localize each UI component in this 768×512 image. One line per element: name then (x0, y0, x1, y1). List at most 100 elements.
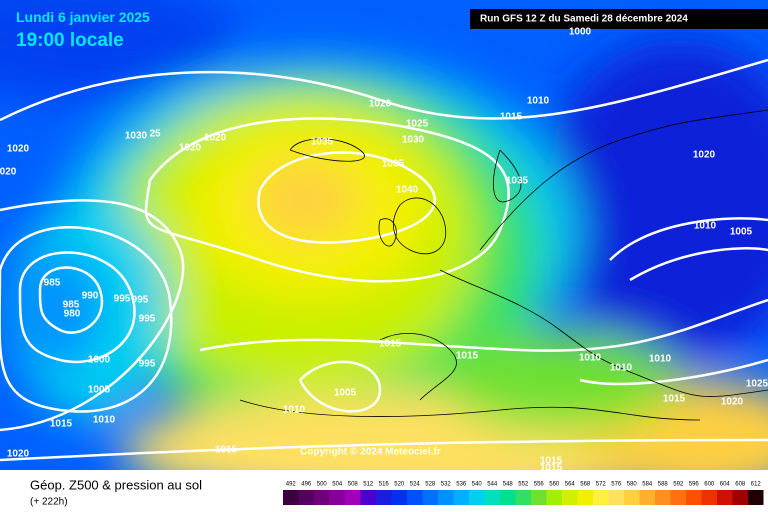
legend-title: Géop. Z500 & pression au sol (30, 477, 202, 492)
scale-label: 524 (410, 482, 421, 488)
scale-swatch (422, 490, 438, 505)
color-scale: 492 496 500 504 508 512 516 520 524 528 532 536 540 5… (283, 482, 764, 505)
isobar-label: 980 (64, 309, 81, 320)
scale-swatch (376, 490, 392, 505)
scale-label: 596 (689, 482, 700, 488)
isobar-label: 1020 (204, 133, 227, 144)
scale-swatch (391, 490, 407, 505)
scale-label: 600 (704, 482, 715, 488)
scale-label: 592 (673, 482, 684, 488)
scale-label: 612 (751, 482, 762, 488)
scale-label: 512 (363, 482, 374, 488)
scale-label: 540 (472, 482, 483, 488)
isobar-label: 1005 (730, 227, 753, 238)
scale-label: 552 (518, 482, 529, 488)
scale-swatch (577, 490, 593, 505)
scale-swatch (469, 490, 485, 505)
isobar-label: 1015 (500, 112, 523, 123)
scale-label: 516 (379, 482, 390, 488)
isobar-label: 1000 (88, 355, 111, 366)
scale-swatch (329, 490, 345, 505)
scale-label: 508 (348, 482, 359, 488)
isobar-label: 985 (63, 300, 80, 311)
isobar-label: 1010 (694, 221, 717, 232)
isobar-label: 1020 (693, 150, 716, 161)
isobar-label: 1010 (283, 405, 306, 416)
scale-swatch (624, 490, 640, 505)
isobar-label: 1020 (721, 397, 744, 408)
scale-swatch (407, 490, 423, 505)
scale-label: 604 (720, 482, 731, 488)
scale-swatch (546, 490, 562, 505)
isobar-label: 1030 (402, 135, 425, 146)
isobar-label: 995 (139, 314, 156, 325)
isobars (0, 58, 768, 462)
isobar-label: 1020 (7, 449, 30, 460)
scale-swatch (531, 490, 547, 505)
isobar-label: 1000 (569, 27, 592, 38)
isobar-label: 1015 (50, 419, 73, 430)
scale-label: 564 (565, 482, 576, 488)
scale-label: 500 (317, 482, 328, 488)
isobar-label: 995 (114, 294, 131, 305)
isobar-label: 1015 (215, 445, 238, 456)
scale-label: 576 (611, 482, 622, 488)
scale-label: 504 (332, 482, 343, 488)
isobar-label: 1010 (527, 96, 550, 107)
scale-swatch (655, 490, 671, 505)
scale-label: 608 (735, 482, 746, 488)
scale-swatch (314, 490, 330, 505)
isobar-label: 1010 (649, 354, 672, 365)
run-info: Run GFS 12 Z du Samedi 28 décembre 2024 (480, 14, 688, 25)
coastlines (239, 109, 768, 421)
isobar-label: 1035 (311, 137, 334, 148)
scale-swatch (453, 490, 469, 505)
isobar-label: 1025 (746, 379, 768, 390)
forecast-date: Lundi 6 janvier 2025 (16, 9, 150, 25)
scale-label: 492 (286, 482, 297, 488)
isobar-label: 1020 (369, 99, 392, 110)
scale-label: 536 (456, 482, 467, 488)
isobar-label: 1035 (382, 159, 405, 170)
isobar-label: 25 (149, 129, 161, 140)
scale-label: 548 (503, 482, 514, 488)
scale-swatch (593, 490, 609, 505)
scale-swatch (500, 490, 516, 505)
scale-label: 544 (487, 482, 498, 488)
isobar-label: 1015 (663, 394, 686, 405)
scale-swatch (686, 490, 702, 505)
scale-swatch (438, 490, 454, 505)
copyright: Copyright © 2024 Meteociel.fr (300, 447, 441, 458)
isobar-label: 995 (139, 359, 156, 370)
scale-swatch (717, 490, 733, 505)
isobar-label: 1020 (7, 144, 30, 155)
isobar-label: 1035 (506, 176, 529, 187)
isobar-label: 1025 (406, 119, 429, 130)
scale-swatch (484, 490, 500, 505)
isobar-label: 1010 (610, 363, 633, 374)
scale-swatch (360, 490, 376, 505)
forecast-lead: (+ 222h) (30, 497, 68, 508)
isobar-labels: 1000 1020 1010 1015 1025 1030 1035 1035 1040 1035… (0, 27, 768, 474)
scale-swatch (562, 490, 578, 505)
isobar-label: 1040 (396, 185, 419, 196)
scale-swatch (345, 490, 361, 505)
scale-label: 560 (549, 482, 560, 488)
isobar-label: 1015 (379, 339, 402, 350)
scale-label: 568 (580, 482, 591, 488)
scale-swatch (283, 490, 299, 505)
scale-swatch (298, 490, 314, 505)
scale-label: 580 (627, 482, 638, 488)
isobar-label: 1005 (334, 388, 357, 399)
scale-label: 496 (301, 482, 312, 488)
isobar-label: 1010 (93, 415, 116, 426)
scale-swatch (670, 490, 686, 505)
isobar-label: 1005 (88, 385, 111, 396)
scale-swatch (732, 490, 748, 505)
isobar-label: 1010 (579, 353, 602, 364)
scale-label: 588 (658, 482, 669, 488)
isobar-label: 995 (132, 295, 149, 306)
